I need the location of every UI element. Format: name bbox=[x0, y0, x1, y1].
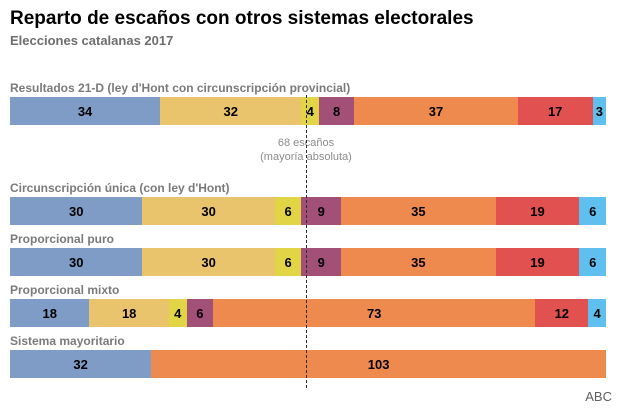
row-label: Circunscripción única (con ley d'Hont) bbox=[10, 181, 230, 195]
bar-segment-blue: 18 bbox=[10, 299, 90, 327]
stacked-bar-chart: Resultados 21-D (ley d'Hont con circunsc… bbox=[0, 81, 606, 378]
majority-annotation-line1: 68 escaños bbox=[277, 137, 335, 149]
chart-subtitle: Elecciones catalanas 2017 bbox=[10, 33, 174, 48]
bar-segment-purple: 6 bbox=[186, 299, 214, 327]
bar-segment-yellow: 6 bbox=[274, 197, 302, 225]
row-label: Proporcional puro bbox=[10, 232, 115, 246]
bar-segment-tan: 30 bbox=[142, 197, 275, 225]
chart-row: Sistema mayoritario 32 103 bbox=[10, 334, 606, 378]
stacked-bar: 30 30 6 9 35 19 6 bbox=[10, 197, 606, 225]
bar-segment-yellow: 4 bbox=[168, 299, 187, 327]
source-credit: ABC bbox=[585, 389, 612, 404]
bar-segment-red: 19 bbox=[495, 197, 580, 225]
stacked-bar: 34 32 4 8 37 17 3 bbox=[10, 97, 606, 125]
bar-segment-red: 12 bbox=[535, 299, 589, 327]
chart-row: Proporcional puro 30 30 6 9 35 19 6 bbox=[10, 232, 606, 276]
chart-row: Resultados 21-D (ley d'Hont con circunsc… bbox=[10, 81, 606, 125]
bar-segment-orange: 35 bbox=[341, 248, 496, 276]
bar-segment-blue: 30 bbox=[10, 197, 143, 225]
row-label: Sistema mayoritario bbox=[10, 334, 125, 348]
bar-segment-orange: 103 bbox=[151, 350, 606, 378]
bar-segment-tan: 30 bbox=[142, 248, 275, 276]
majority-threshold-line bbox=[306, 95, 307, 388]
bar-segment-purple: 9 bbox=[301, 197, 342, 225]
bar-segment-purple: 8 bbox=[319, 97, 355, 125]
bar-segment-purple: 9 bbox=[301, 248, 342, 276]
bar-segment-red: 19 bbox=[495, 248, 580, 276]
bar-segment-yellow: 6 bbox=[274, 248, 302, 276]
stacked-bar: 32 103 bbox=[10, 350, 606, 378]
stacked-bar: 30 30 6 9 35 19 6 bbox=[10, 248, 606, 276]
bar-segment-lightblue: 6 bbox=[579, 197, 606, 225]
row-label: Proporcional mixto bbox=[10, 283, 120, 297]
bar-segment-lightblue: 4 bbox=[588, 299, 606, 327]
bar-segment-lightblue: 6 bbox=[579, 248, 606, 276]
chart-title: Reparto de escaños con otros sistemas el… bbox=[10, 8, 474, 29]
row-label: Resultados 21-D (ley d'Hont con circunsc… bbox=[10, 81, 351, 95]
bar-segment-orange: 73 bbox=[213, 299, 536, 327]
bar-segment-blue: 32 bbox=[10, 350, 152, 378]
bar-segment-blue: 34 bbox=[10, 97, 161, 125]
chart-header: Reparto de escaños con otros sistemas el… bbox=[0, 0, 620, 49]
chart-row: Circunscripción única (con ley d'Hont) 30… bbox=[10, 181, 606, 225]
bar-segment-red: 17 bbox=[517, 97, 593, 125]
chart-row: Proporcional mixto 18 18 4 6 73 12 4 bbox=[10, 283, 606, 327]
bar-segment-tan: 18 bbox=[89, 299, 169, 327]
bar-segment-tan: 32 bbox=[160, 97, 302, 125]
bar-segment-orange: 37 bbox=[354, 97, 518, 125]
bar-segment-yellow: 4 bbox=[301, 97, 320, 125]
bar-segment-orange: 35 bbox=[341, 197, 496, 225]
stacked-bar: 18 18 4 6 73 12 4 bbox=[10, 299, 606, 327]
bar-segment-blue: 30 bbox=[10, 248, 143, 276]
bar-segment-lightblue: 3 bbox=[592, 97, 606, 125]
